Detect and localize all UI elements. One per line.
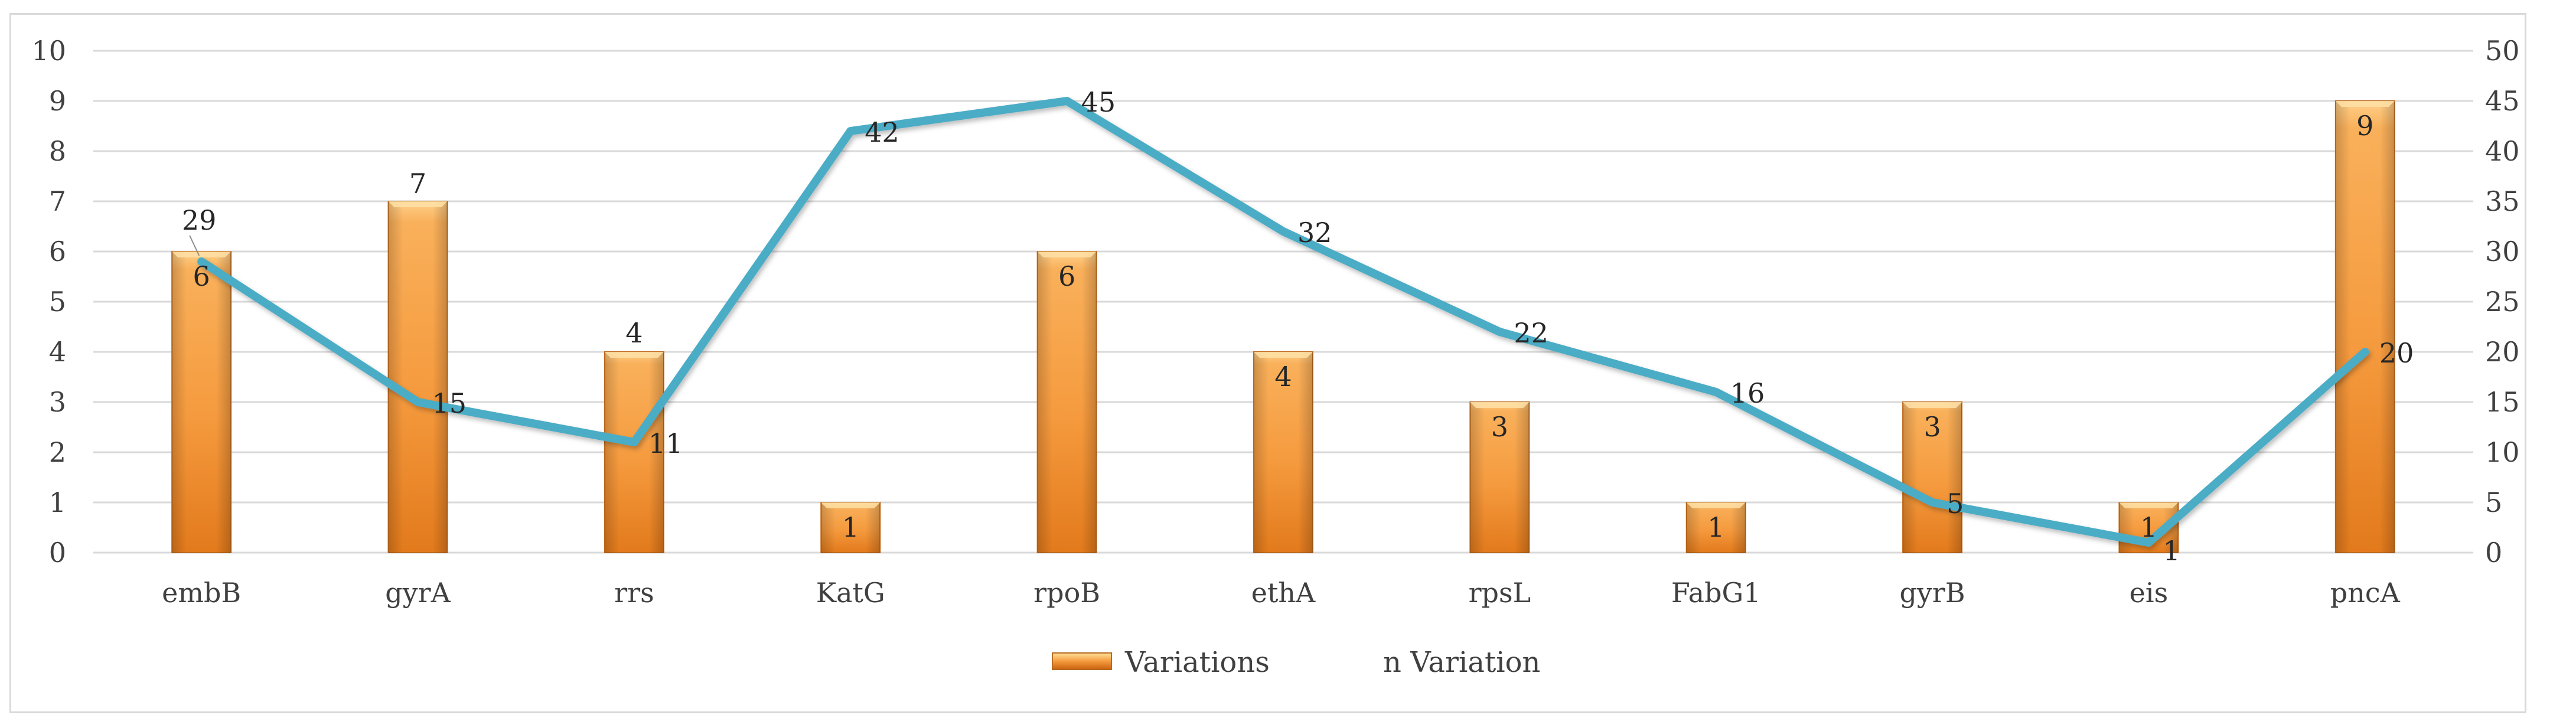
bar-data-label: 3 — [1923, 411, 1941, 443]
x-tick-label: rpoB — [1033, 577, 1100, 609]
x-axis: embB gyrA rrs KatG rpoB ethA rpsL FabG1 gyrB eis p… — [162, 577, 2400, 609]
leader-line — [189, 235, 200, 256]
x-tick-label: rpsL — [1469, 577, 1531, 609]
right-tick-label: 40 — [2485, 135, 2520, 167]
x-tick-label: gyrA — [385, 577, 451, 609]
bar — [387, 201, 448, 553]
x-tick-label: embB — [162, 577, 241, 609]
legend: Variations n Variation — [1052, 646, 1540, 679]
bar-data-label: 3 — [1491, 411, 1508, 443]
left-tick-label: 5 — [49, 286, 66, 318]
x-tick-label: ethA — [1251, 577, 1316, 609]
right-tick-label: 15 — [2485, 386, 2520, 418]
x-tick-label: eis — [2130, 577, 2169, 609]
gridlines — [93, 50, 2473, 554]
bar-data-label: 9 — [2356, 110, 2373, 142]
bar-series — [171, 100, 2395, 553]
right-tick-label: 45 — [2485, 85, 2520, 117]
bar-data-label: 7 — [409, 168, 426, 200]
line-data-label: 42 — [865, 116, 899, 148]
bar-data-label: 4 — [1274, 361, 1292, 393]
line-data-label: 22 — [1514, 317, 1548, 349]
right-tick-label: 25 — [2485, 286, 2520, 318]
left-tick-label: 2 — [49, 436, 66, 468]
right-tick-label: 30 — [2485, 236, 2520, 267]
line-data-label: 45 — [1081, 86, 1116, 118]
bar-data-label: 1 — [842, 511, 859, 543]
right-tick-label: 0 — [2485, 537, 2502, 569]
bar — [820, 502, 881, 553]
right-tick-label: 10 — [2485, 436, 2520, 468]
left-tick-label: 6 — [49, 236, 66, 267]
line-data-label: 5 — [1946, 488, 1964, 520]
x-tick-label: rrs — [614, 577, 654, 609]
bar — [1036, 251, 1097, 553]
line-data-label: 32 — [1297, 217, 1332, 249]
left-tick-label: 7 — [49, 185, 66, 217]
x-tick-label: gyrB — [1899, 577, 1965, 609]
right-tick-label: 50 — [2485, 35, 2520, 67]
right-tick-label: 5 — [2485, 486, 2502, 518]
bar-data-label: 4 — [625, 317, 643, 349]
line-series — [197, 97, 2369, 547]
bar-data-label: 1 — [1707, 511, 1724, 543]
bar — [171, 251, 232, 553]
series-line — [197, 97, 2369, 547]
bar — [1902, 401, 1963, 553]
line-data-label: 29 — [182, 204, 217, 236]
bar-data-label: 6 — [1058, 260, 1075, 292]
x-tick-label: KatG — [816, 577, 885, 609]
right-tick-label: 35 — [2485, 185, 2520, 217]
left-axis: 0 1 2 3 4 5 6 7 8 9 10 — [31, 35, 66, 569]
left-tick-label: 9 — [49, 85, 66, 117]
left-tick-label: 8 — [49, 135, 66, 167]
left-tick-label: 3 — [49, 386, 66, 418]
x-tick-label: pncA — [2330, 577, 2401, 609]
left-tick-label: 1 — [49, 486, 66, 518]
x-tick-label: FabG1 — [1671, 577, 1761, 609]
line-data-label: 20 — [2379, 337, 2414, 369]
legend-swatch-bar — [1052, 652, 1112, 670]
line-data-label: 11 — [648, 427, 683, 459]
legend-label-bar: Variations — [1124, 646, 1270, 679]
bar-data-label: 6 — [193, 260, 210, 292]
bar — [604, 351, 664, 553]
bar-data-label: 1 — [2140, 511, 2157, 543]
left-tick-label: 0 — [49, 537, 66, 569]
bar — [2334, 100, 2395, 553]
line-data-label: 16 — [1730, 377, 1765, 409]
left-tick-label: 4 — [49, 336, 66, 368]
bar — [1469, 401, 1530, 553]
right-tick-label: 20 — [2485, 336, 2520, 368]
line-data-label: 15 — [432, 387, 467, 419]
line-data-label: 1 — [2163, 535, 2180, 567]
right-axis: 0 5 10 15 20 25 30 35 40 45 50 — [2485, 35, 2520, 569]
legend-label-line: n Variation — [1383, 646, 1540, 679]
left-tick-label: 10 — [31, 35, 66, 67]
bar — [1253, 351, 1313, 553]
bar — [1685, 502, 1746, 553]
